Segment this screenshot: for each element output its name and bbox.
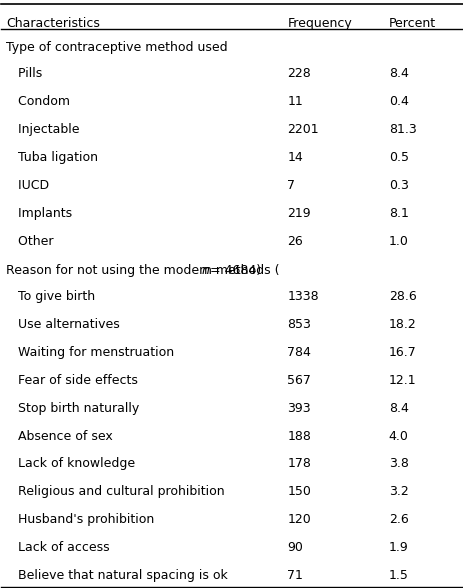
- Text: 12.1: 12.1: [388, 374, 416, 387]
- Text: Lack of knowledge: Lack of knowledge: [6, 457, 135, 470]
- Text: 393: 393: [287, 402, 310, 415]
- Text: 0.3: 0.3: [388, 179, 408, 192]
- Text: 0.4: 0.4: [388, 95, 408, 108]
- Text: 0.5: 0.5: [388, 151, 408, 164]
- Text: 1.9: 1.9: [388, 541, 408, 554]
- Text: Type of contraceptive method used: Type of contraceptive method used: [6, 41, 227, 54]
- Text: 8.4: 8.4: [388, 402, 408, 415]
- Text: 14: 14: [287, 151, 302, 164]
- Text: 2.6: 2.6: [388, 513, 408, 526]
- Text: 2201: 2201: [287, 123, 318, 136]
- Text: = 4684): = 4684): [206, 264, 261, 277]
- Text: IUCD: IUCD: [6, 179, 49, 192]
- Text: 28.6: 28.6: [388, 290, 416, 303]
- Text: Condom: Condom: [6, 95, 70, 108]
- Text: 1.0: 1.0: [388, 235, 408, 248]
- Text: 219: 219: [287, 207, 310, 220]
- Text: Reason for not using the modern methods (: Reason for not using the modern methods …: [6, 264, 279, 277]
- Text: 16.7: 16.7: [388, 346, 416, 359]
- Text: 90: 90: [287, 541, 302, 554]
- Text: 26: 26: [287, 235, 302, 248]
- Text: Religious and cultural prohibition: Religious and cultural prohibition: [6, 485, 224, 499]
- Text: Waiting for menstruation: Waiting for menstruation: [6, 346, 174, 359]
- Text: Use alternatives: Use alternatives: [6, 318, 119, 331]
- Text: 81.3: 81.3: [388, 123, 416, 136]
- Text: 784: 784: [287, 346, 311, 359]
- Text: 71: 71: [287, 569, 302, 582]
- Text: 1338: 1338: [287, 290, 318, 303]
- Text: Other: Other: [6, 235, 53, 248]
- Text: 178: 178: [287, 457, 311, 470]
- Text: 853: 853: [287, 318, 311, 331]
- Text: Fear of side effects: Fear of side effects: [6, 374, 138, 387]
- Text: 8.4: 8.4: [388, 68, 408, 81]
- Text: Stop birth naturally: Stop birth naturally: [6, 402, 139, 415]
- Text: 7: 7: [287, 179, 295, 192]
- Text: 3.2: 3.2: [388, 485, 408, 499]
- Text: 4.0: 4.0: [388, 430, 408, 443]
- Text: Implants: Implants: [6, 207, 72, 220]
- Text: Believe that natural spacing is ok: Believe that natural spacing is ok: [6, 569, 227, 582]
- Text: n: n: [201, 264, 209, 277]
- Text: To give birth: To give birth: [6, 290, 95, 303]
- Text: Characteristics: Characteristics: [6, 17, 100, 30]
- Text: Percent: Percent: [388, 17, 435, 30]
- Text: 150: 150: [287, 485, 311, 499]
- Text: 3.8: 3.8: [388, 457, 408, 470]
- Text: 228: 228: [287, 68, 310, 81]
- Text: Lack of access: Lack of access: [6, 541, 109, 554]
- Text: 8.1: 8.1: [388, 207, 408, 220]
- Text: 188: 188: [287, 430, 311, 443]
- Text: Injectable: Injectable: [6, 123, 79, 136]
- Text: 11: 11: [287, 95, 302, 108]
- Text: 18.2: 18.2: [388, 318, 416, 331]
- Text: 567: 567: [287, 374, 311, 387]
- Text: Tuba ligation: Tuba ligation: [6, 151, 98, 164]
- Text: Absence of sex: Absence of sex: [6, 430, 113, 443]
- Text: Frequency: Frequency: [287, 17, 351, 30]
- Text: 120: 120: [287, 513, 310, 526]
- Text: Husband's prohibition: Husband's prohibition: [6, 513, 154, 526]
- Text: Pills: Pills: [6, 68, 42, 81]
- Text: 1.5: 1.5: [388, 569, 408, 582]
